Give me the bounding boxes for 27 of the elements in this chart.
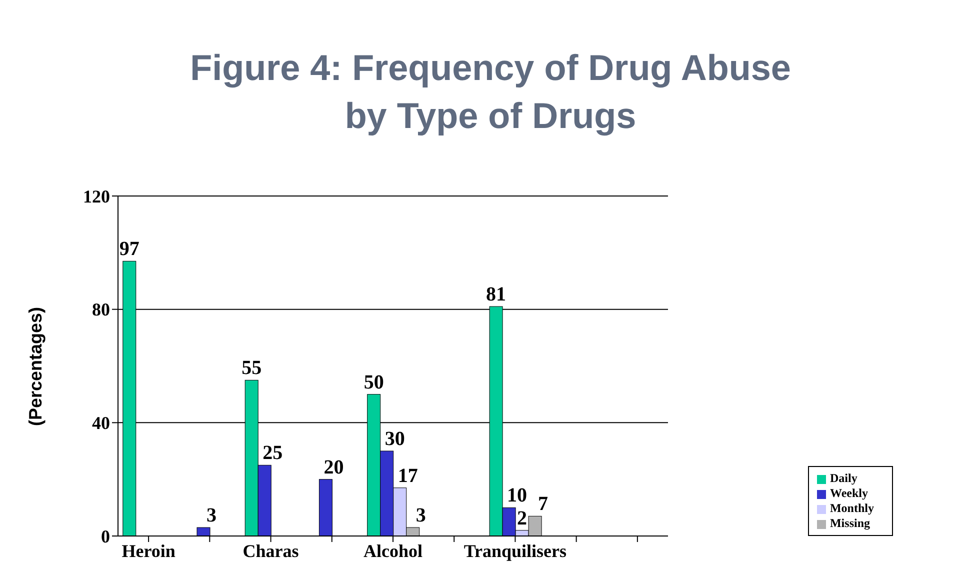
x-tick-label: Alcohol xyxy=(363,540,422,561)
data-label: 17 xyxy=(398,464,418,487)
x-tick-label: Tranquilisers xyxy=(464,540,567,561)
legend-label: Monthly xyxy=(830,501,874,515)
data-label: 3 xyxy=(206,504,216,526)
y-tick-label: 40 xyxy=(92,413,110,434)
x-tick-label: Charas xyxy=(242,540,299,561)
data-label: 10 xyxy=(507,484,528,507)
data-label: 30 xyxy=(384,428,405,450)
legend-label: Daily xyxy=(830,471,858,485)
data-label: 3 xyxy=(416,504,426,526)
data-label: 55 xyxy=(242,357,262,380)
data-label: 20 xyxy=(324,456,344,478)
data-label: 25 xyxy=(262,442,283,464)
data-label: 7 xyxy=(538,493,548,516)
data-label: 97 xyxy=(119,238,140,260)
y-tick-label: 120 xyxy=(83,186,110,206)
y-tick-label: 80 xyxy=(92,300,110,320)
y-tick-label: 0 xyxy=(101,526,110,546)
legend-label: Weekly xyxy=(830,486,868,500)
data-label: 81 xyxy=(486,284,506,306)
data-label: 50 xyxy=(364,371,384,394)
data-label: 2 xyxy=(517,507,528,530)
x-tick-label: Heroin xyxy=(122,540,176,561)
legend-label: Missing xyxy=(830,516,870,530)
chart-title: Figure 4: Frequency of Drug Abuse by Type of Drugs xyxy=(189,46,792,138)
y-axis-title: (Percentages) xyxy=(25,306,46,426)
